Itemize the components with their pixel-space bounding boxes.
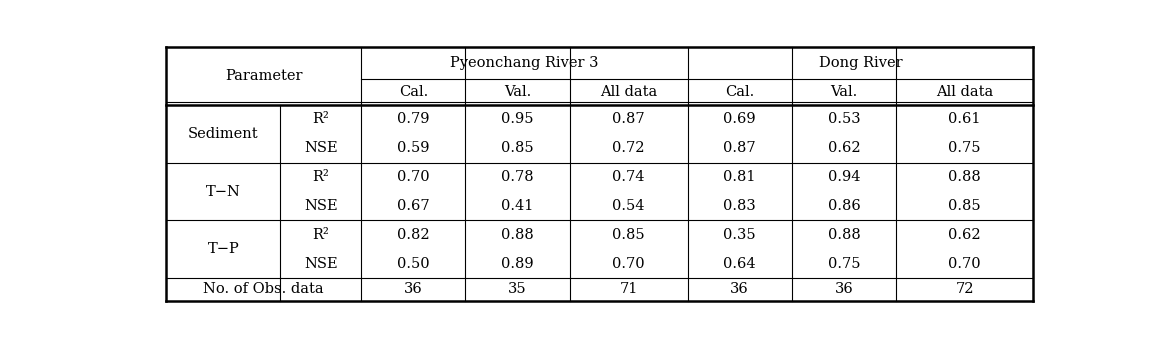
- Text: 0.70: 0.70: [948, 257, 980, 271]
- Text: T−P: T−P: [207, 242, 239, 256]
- Text: 0.81: 0.81: [723, 170, 756, 184]
- Text: No. of Obs. data: No. of Obs. data: [204, 282, 324, 297]
- Text: 0.82: 0.82: [397, 228, 429, 242]
- Text: 0.72: 0.72: [612, 141, 645, 155]
- Text: 0.74: 0.74: [612, 170, 645, 184]
- Text: 0.85: 0.85: [612, 228, 645, 242]
- Text: R²: R²: [312, 112, 329, 126]
- Text: Parameter: Parameter: [225, 69, 302, 83]
- Text: 0.62: 0.62: [948, 228, 980, 242]
- Text: 0.59: 0.59: [397, 141, 429, 155]
- Text: 0.75: 0.75: [827, 257, 860, 271]
- Text: 0.61: 0.61: [949, 112, 980, 126]
- Text: 0.54: 0.54: [612, 199, 645, 213]
- Text: Pyeonchang River 3: Pyeonchang River 3: [450, 56, 599, 70]
- Text: 0.70: 0.70: [397, 170, 429, 184]
- Text: R²: R²: [312, 228, 329, 242]
- Text: 0.69: 0.69: [723, 112, 756, 126]
- Text: All data: All data: [600, 85, 658, 99]
- Text: 36: 36: [730, 282, 749, 297]
- Text: Sediment: Sediment: [188, 127, 259, 141]
- Text: 0.87: 0.87: [723, 141, 756, 155]
- Text: T−N: T−N: [206, 184, 241, 198]
- Text: NSE: NSE: [304, 257, 338, 271]
- Text: 0.88: 0.88: [827, 228, 860, 242]
- Text: 0.95: 0.95: [501, 112, 534, 126]
- Text: 0.83: 0.83: [723, 199, 756, 213]
- Text: 72: 72: [956, 282, 973, 297]
- Text: All data: All data: [936, 85, 993, 99]
- Text: 0.89: 0.89: [501, 257, 534, 271]
- Text: NSE: NSE: [304, 141, 338, 155]
- Text: 0.53: 0.53: [827, 112, 860, 126]
- Text: Cal.: Cal.: [399, 85, 428, 99]
- Text: 0.35: 0.35: [723, 228, 756, 242]
- Text: NSE: NSE: [304, 199, 338, 213]
- Text: Val.: Val.: [504, 85, 531, 99]
- Text: 0.86: 0.86: [827, 199, 860, 213]
- Text: 35: 35: [508, 282, 526, 297]
- Text: 36: 36: [404, 282, 422, 297]
- Text: Val.: Val.: [831, 85, 858, 99]
- Text: 0.50: 0.50: [397, 257, 429, 271]
- Text: 0.87: 0.87: [612, 112, 645, 126]
- Text: 71: 71: [619, 282, 638, 297]
- Text: 0.62: 0.62: [827, 141, 860, 155]
- Text: 0.67: 0.67: [397, 199, 429, 213]
- Text: 0.64: 0.64: [723, 257, 756, 271]
- Text: Cal.: Cal.: [725, 85, 755, 99]
- Text: Dong River: Dong River: [819, 56, 902, 70]
- Text: 0.78: 0.78: [501, 170, 534, 184]
- Text: 0.70: 0.70: [612, 257, 645, 271]
- Text: 0.88: 0.88: [948, 170, 980, 184]
- Text: 36: 36: [834, 282, 853, 297]
- Text: 0.75: 0.75: [949, 141, 980, 155]
- Text: 0.41: 0.41: [502, 199, 534, 213]
- Text: 0.85: 0.85: [501, 141, 534, 155]
- Text: R²: R²: [312, 170, 329, 184]
- Text: 0.88: 0.88: [501, 228, 534, 242]
- Text: 0.79: 0.79: [397, 112, 429, 126]
- Text: 0.94: 0.94: [827, 170, 860, 184]
- Text: 0.85: 0.85: [948, 199, 980, 213]
